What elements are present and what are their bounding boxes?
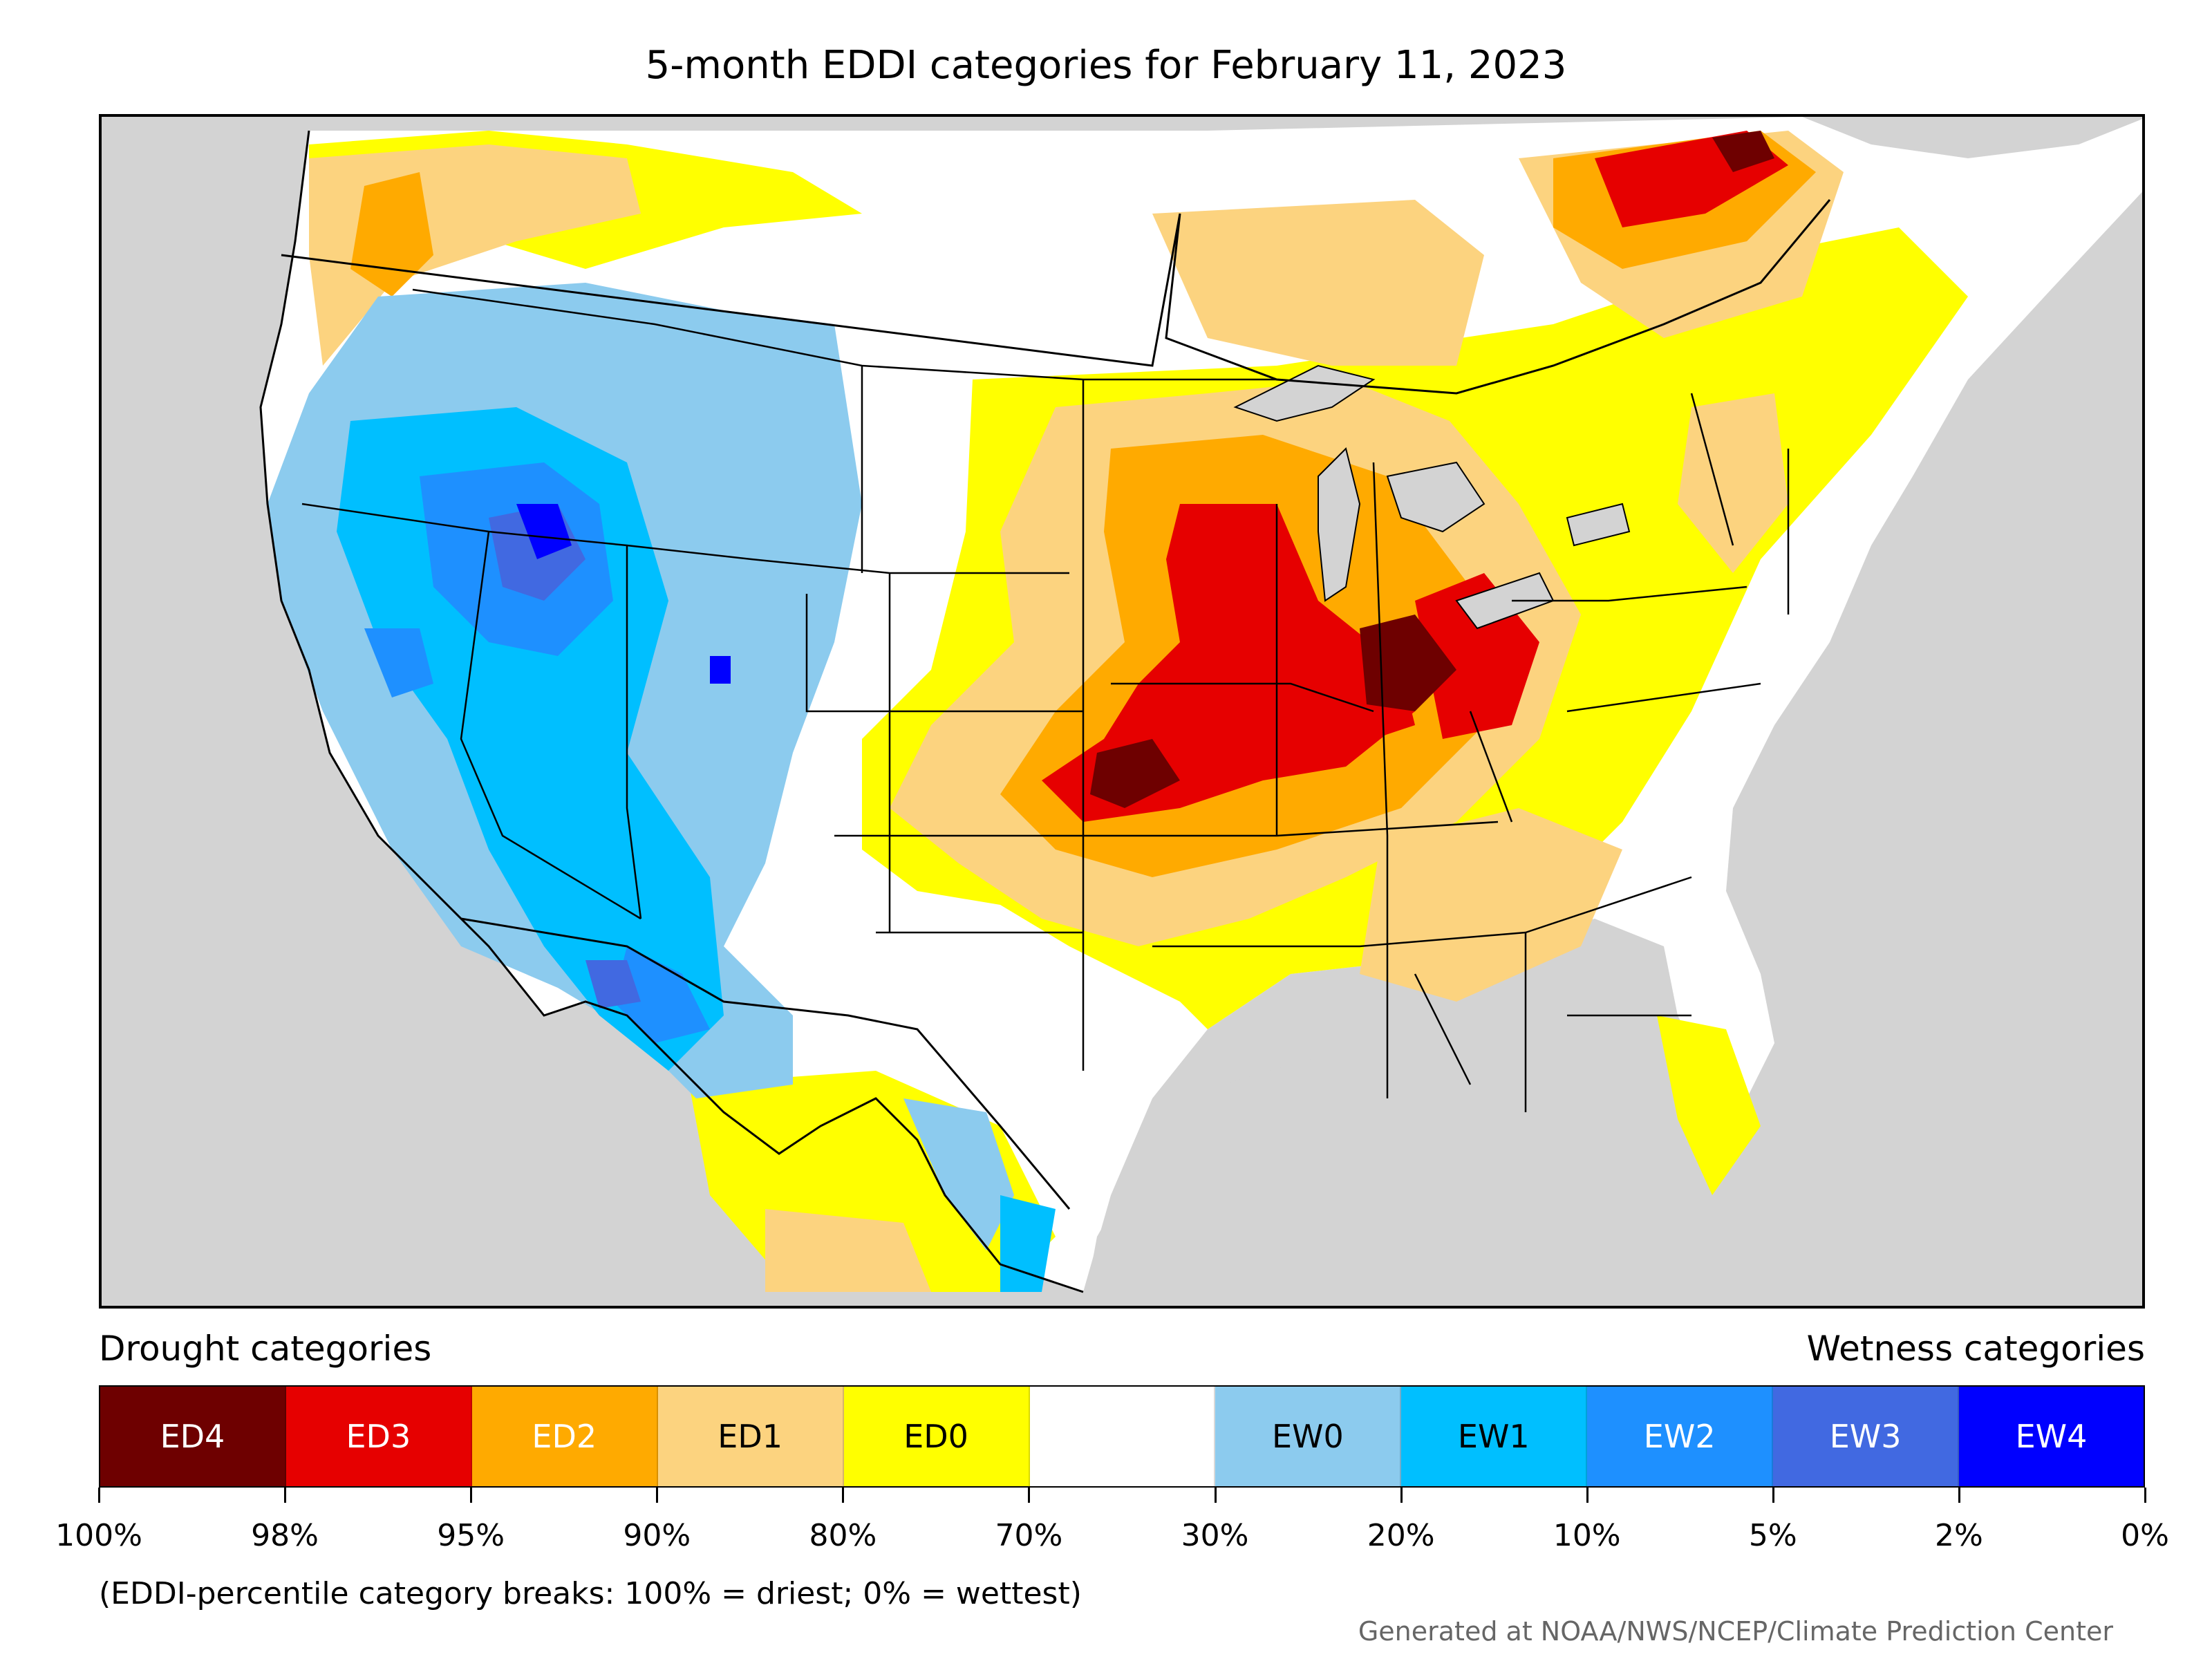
eddi-map (99, 114, 2145, 1309)
colorbar-tick-label: 5% (1748, 1518, 1797, 1553)
colorbar-tick (656, 1488, 659, 1503)
colorbar-ticks (98, 1488, 2146, 1504)
category-ed1-swatch: ED1 (657, 1387, 844, 1486)
category-ed3-swatch: ED3 (285, 1387, 472, 1486)
colorbar-tick-label: 20% (1367, 1518, 1435, 1553)
category-normal-swatch (1029, 1387, 1216, 1486)
category-ew4-swatch: EW4 (1959, 1387, 2144, 1486)
category-ed0-swatch: ED0 (843, 1387, 1030, 1486)
colorbar-tick (1400, 1488, 1403, 1503)
colorbar-tick-label: 70% (995, 1518, 1063, 1553)
colorbar-tick (1214, 1488, 1217, 1503)
mexico-us-border (460, 917, 1071, 1210)
colorbar-tick (284, 1488, 287, 1503)
state-boundaries (301, 288, 1790, 1112)
category-ew1-swatch: EW1 (1401, 1387, 1588, 1486)
colorbar-tick (1028, 1488, 1031, 1503)
colorbar-tick-label: 90% (623, 1518, 691, 1553)
colorbar-tick-label: 0% (2121, 1518, 2169, 1553)
colorbar-tick (2144, 1488, 2146, 1503)
category-ed4-swatch: ED4 (100, 1387, 286, 1486)
coastline (259, 130, 1084, 1293)
colorbar-tick-label: 80% (809, 1518, 877, 1553)
map-title: 5-month EDDI categories for February 11,… (645, 43, 1567, 88)
colorbar-tick (470, 1488, 473, 1503)
great-lakes (1233, 364, 1631, 630)
colorbar-tick (1586, 1488, 1588, 1503)
category-colorbar: ED4 ED3 ED2 ED1 ED0 EW0 EW1 EW2 EW3 EW4 (99, 1385, 2145, 1488)
ew4-regions (516, 504, 731, 684)
map-canvas (259, 117, 2142, 1306)
credit-text: Generated at NOAA/NWS/NCEP/Climate Predi… (1358, 1616, 2113, 1647)
drought-categories-label: Drought categories (99, 1329, 432, 1369)
wetness-categories-label: Wetness categories (1806, 1329, 2145, 1369)
colorbar-tick-label: 10% (1553, 1518, 1621, 1553)
colorbar-tick-label: 98% (251, 1518, 319, 1553)
colorbar-tick (98, 1488, 100, 1503)
colorbar-tick-labels: 100% 98% 95% 90% 80% 70% 30% 20% 10% 5% 2% 0% (55, 1518, 2169, 1559)
category-ew2-swatch: EW2 (1587, 1387, 1774, 1486)
gulf-of-mexico (1084, 1043, 1622, 1306)
canada-us-border (281, 199, 1831, 395)
category-ew0-swatch: EW0 (1215, 1387, 1402, 1486)
colorbar-tick-label: 30% (1181, 1518, 1249, 1553)
colorbar-tick (842, 1488, 845, 1503)
ed4-regions (1090, 131, 1774, 808)
colorbar-tick-label: 2% (1935, 1518, 1983, 1553)
colorbar-tick (1772, 1488, 1774, 1503)
colorbar-tick-label: 95% (437, 1518, 505, 1553)
colorbar-tick-label: 100% (55, 1518, 142, 1553)
colorbar-tick (1958, 1488, 1960, 1503)
category-ew3-swatch: EW3 (1773, 1387, 1960, 1486)
category-breaks-note: (EDDI-percentile category breaks: 100% =… (99, 1576, 1082, 1611)
category-ed2-swatch: ED2 (471, 1387, 658, 1486)
